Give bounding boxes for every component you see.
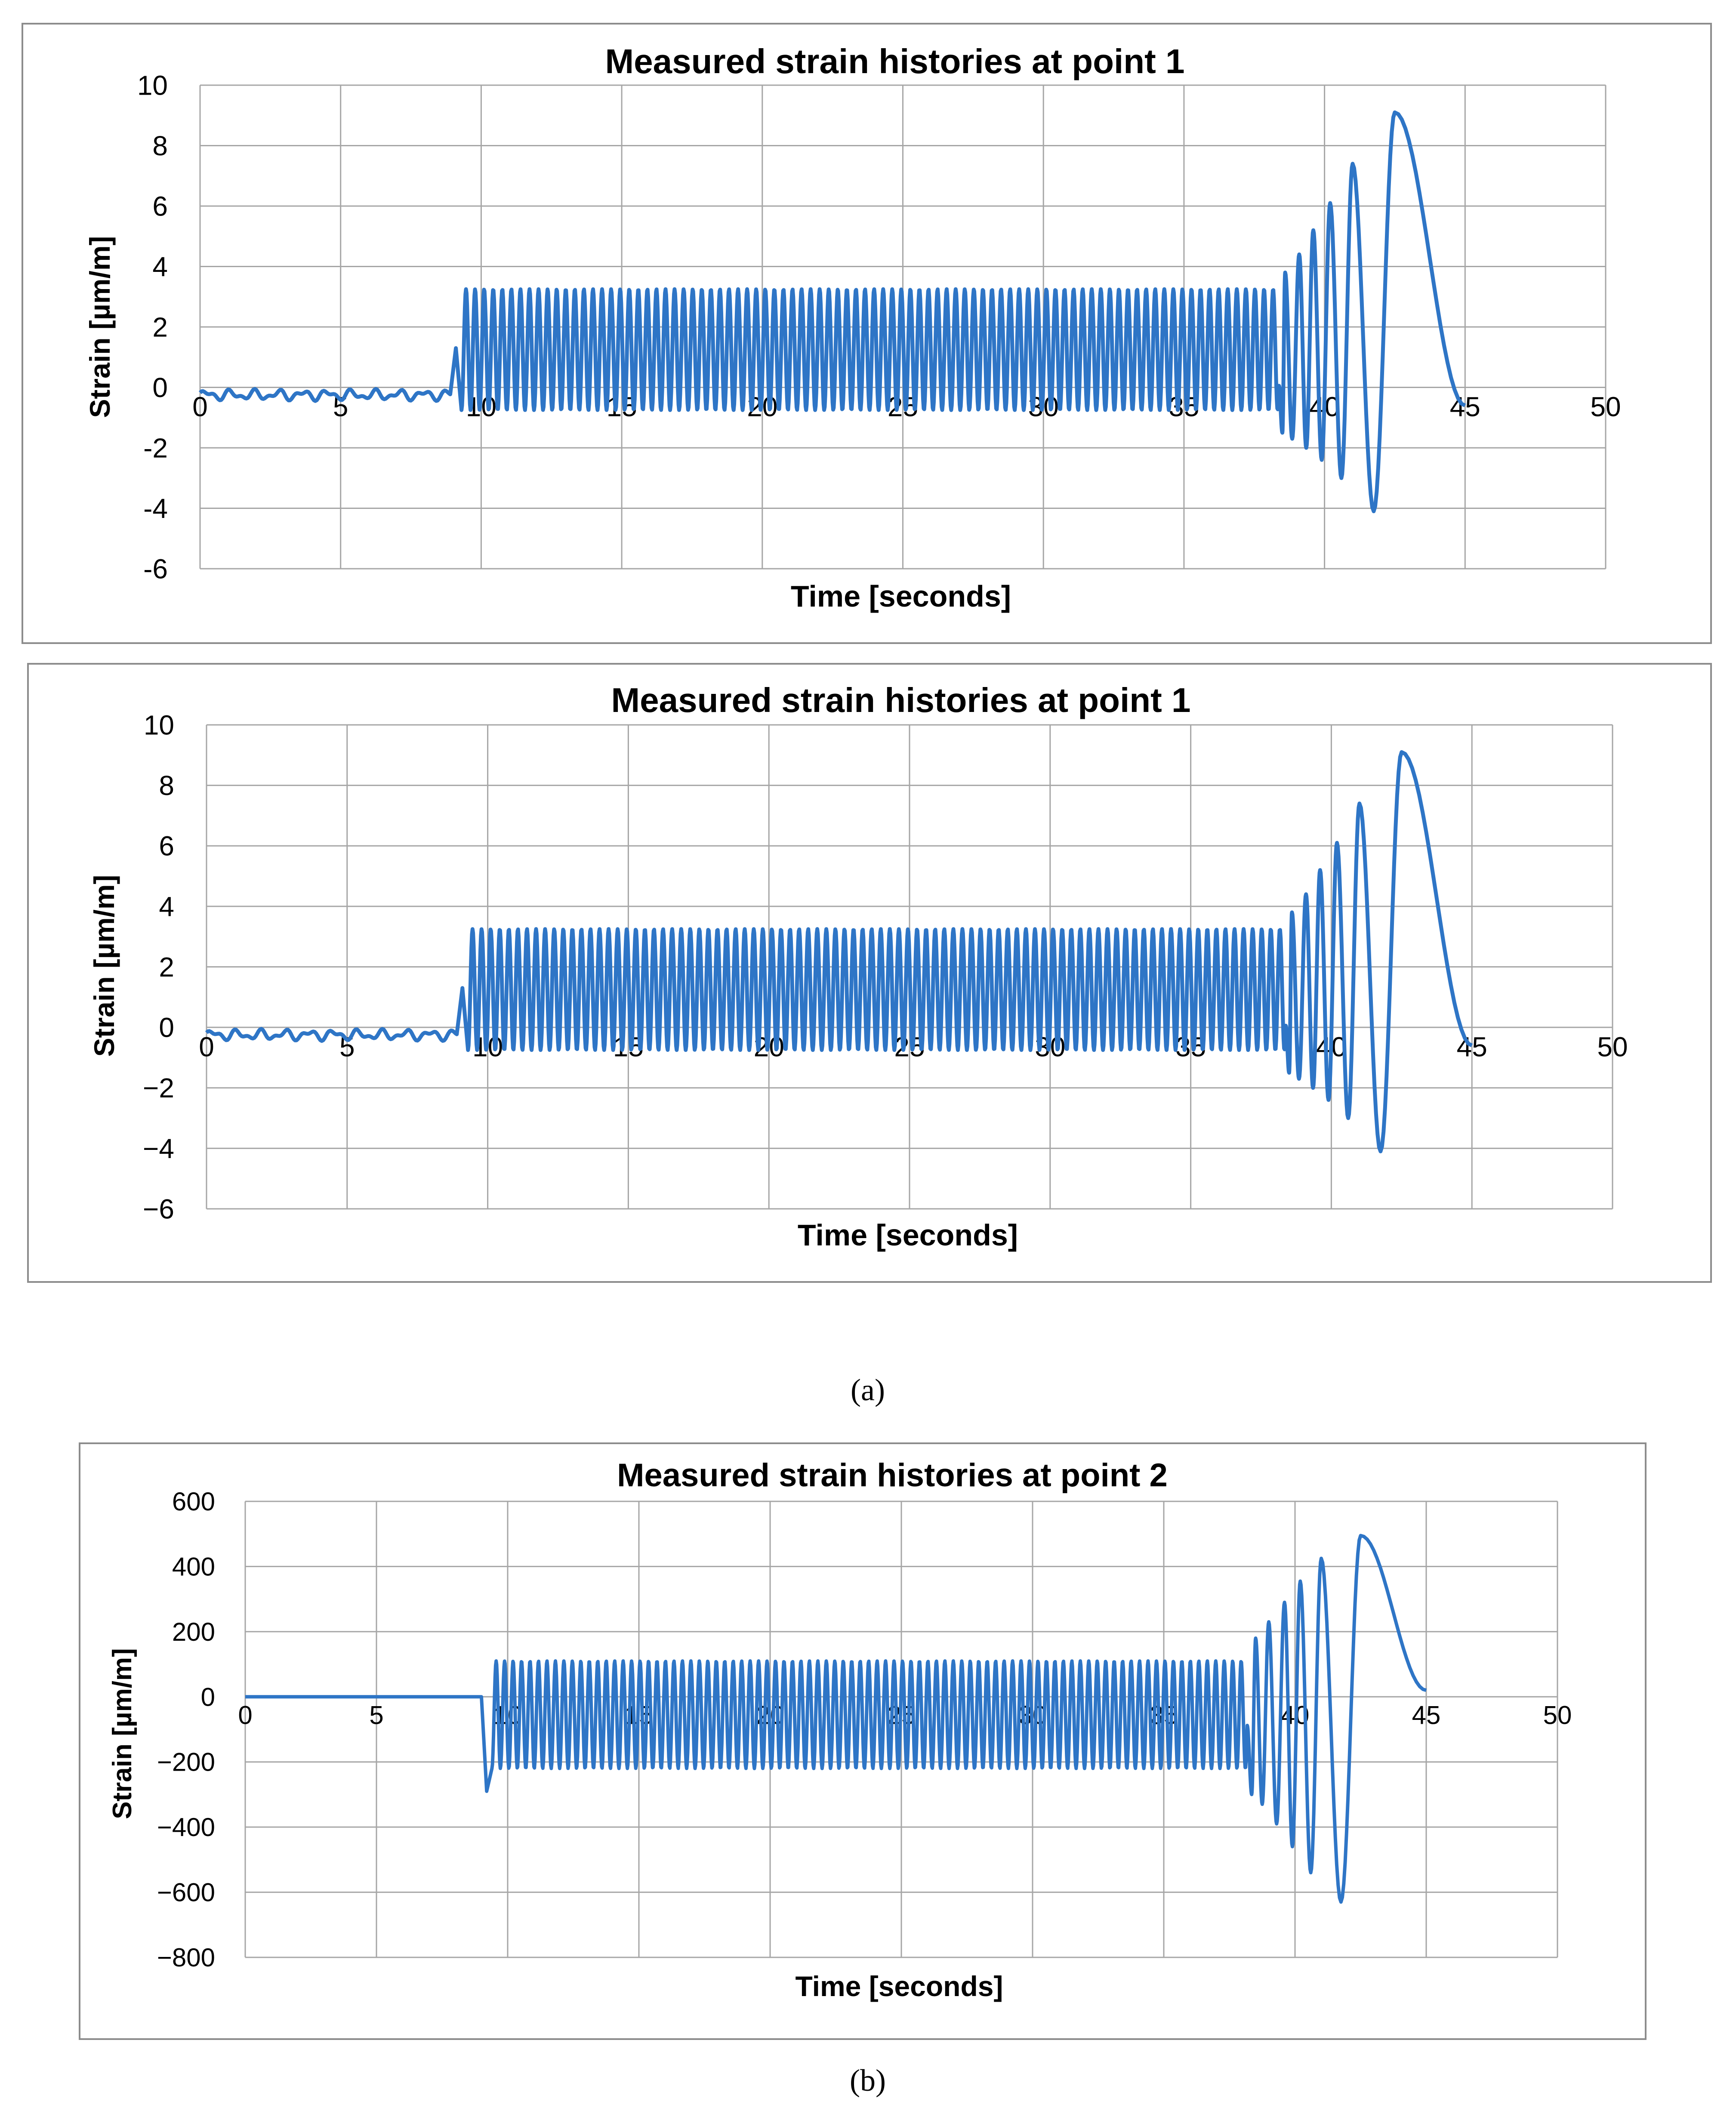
x-tick-label: 50 [1597,1031,1628,1062]
series-line [245,1534,1427,1904]
y-tick-label: 2 [159,952,174,983]
x-tick-label: 5 [369,1701,383,1729]
y-tick-label: 6 [159,831,174,862]
chart-title: Measured strain histories at point 1 [611,681,1191,719]
y-tick-label: -4 [143,493,168,524]
y-tick-labels: -6 -4 -2 0 2 4 6 8 10 [137,70,168,584]
y-tick-label: 2 [152,311,168,342]
y-tick-label: 10 [144,709,174,740]
caption-b: (b) [850,2063,886,2098]
chart-title: Measured strain histories at point 2 [617,1457,1168,1494]
series-line [205,750,1473,1153]
y-tick-label: 8 [152,130,168,161]
series-line [198,110,1466,513]
y-tick-label: −400 [157,1813,215,1842]
y-tick-label: 4 [159,891,174,922]
y-tick-label: 600 [172,1487,215,1516]
y-tick-labels: −800 −600 −400 −200 0 200 400 600 [157,1487,215,1972]
x-tick-label: 45 [1412,1701,1441,1729]
y-tick-label: 200 [172,1618,215,1646]
x-axis-label: Time [seconds] [798,1218,1018,1252]
x-tick-label: 50 [1543,1701,1572,1729]
y-axis-label: Strain [µm/m] [84,236,116,418]
y-tick-label: 0 [152,372,168,403]
x-tick-label: 0 [199,1031,214,1062]
chart-title: Measured strain histories at point 1 [605,42,1185,80]
y-tick-label: -6 [143,553,168,584]
y-tick-label: −600 [157,1878,215,1907]
x-tick-label: 45 [1457,1031,1487,1062]
chart-a-bottom: Measured strain histories at point 1 −6−… [27,663,1712,1283]
x-tick-label: 0 [238,1701,252,1729]
y-tick-label: -2 [143,432,168,463]
grid [199,84,1606,570]
y-tick-label: −4 [143,1133,174,1164]
y-tick-label: 6 [152,191,168,222]
y-tick-label: 0 [201,1682,215,1711]
chart-a-top: Measured strain histories at point 1 -6-… [22,23,1712,644]
x-tick-label: 0 [192,391,208,422]
y-tick-label: 0 [159,1012,174,1043]
y-tick-label: −200 [157,1748,215,1777]
caption-a: (a) [851,1373,885,1407]
y-axis-label: Strain [µm/m] [88,875,120,1057]
x-axis-label: Time [seconds] [796,1970,1003,2002]
x-axis-label: Time [seconds] [791,579,1011,613]
y-tick-label: −2 [143,1072,174,1103]
y-tick-label: −6 [143,1193,174,1224]
x-tick-label: 50 [1590,391,1621,422]
y-tick-label: 8 [159,770,174,801]
y-tick-labels: −6 −4 −2 0 2 4 6 8 10 [143,709,174,1224]
y-tick-label: 10 [137,70,168,101]
y-axis-label: Strain [µm/m] [108,1648,137,1819]
y-tick-label: −800 [157,1943,215,1972]
x-tick-label: 45 [1450,391,1480,422]
y-tick-label: 400 [172,1552,215,1581]
y-tick-label: 4 [152,251,168,282]
chart-b: Measured strain histories at point 2 −80… [79,1442,1647,2040]
